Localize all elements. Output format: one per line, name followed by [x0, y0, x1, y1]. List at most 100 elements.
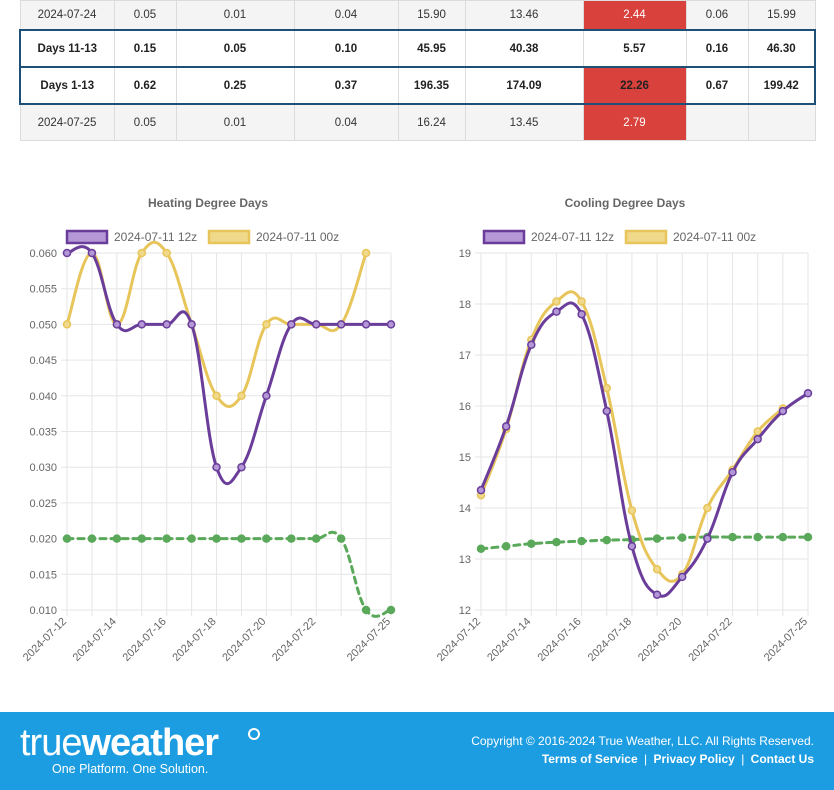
data-point — [361, 320, 371, 329]
x-tick-label: 2024-07-18 — [170, 616, 218, 664]
table-cell: 0.10 — [293, 29, 399, 68]
table-cell: 16.24 — [397, 103, 466, 141]
data-point — [311, 534, 321, 543]
data-point — [87, 534, 97, 543]
data-point — [602, 383, 612, 393]
table-cell: 0.15 — [113, 29, 177, 68]
data-point — [703, 534, 712, 543]
y-tick-label: 0.015 — [29, 569, 57, 581]
table-cell: 174.09 — [464, 66, 584, 105]
table-cell — [747, 103, 816, 141]
x-tick-label: 2024-07-22 — [686, 616, 734, 664]
table-cell: 196.35 — [397, 66, 466, 105]
privacy-policy-link[interactable]: Privacy Policy — [653, 752, 735, 766]
x-tick-label: 2024-07-16 — [121, 616, 169, 664]
table-cell: 15.90 — [397, 0, 466, 31]
x-tick-label: 2024-07-20 — [220, 616, 268, 664]
data-point — [386, 605, 396, 615]
data-point — [187, 320, 196, 329]
data-point — [552, 307, 561, 316]
table-cell: 0.01 — [175, 103, 295, 141]
y-tick-label: 0.060 — [29, 248, 57, 260]
table-cell: 0.05 — [113, 103, 177, 141]
data-point — [778, 406, 788, 416]
data-point — [652, 534, 662, 543]
table-cell: 0.04 — [293, 103, 399, 141]
data-point — [627, 542, 637, 551]
table-cell: 2.79 — [582, 103, 687, 141]
data-point — [476, 544, 486, 554]
terms-of-service-link[interactable]: Terms of Service — [541, 752, 638, 766]
table-row: 2024-07-25 0.05 0.01 0.04 16.24 13.45 2.79 — [19, 103, 816, 141]
table-cell: 0.62 — [113, 66, 177, 105]
y-tick-label: 16 — [459, 401, 471, 413]
data-point — [62, 248, 72, 258]
table-cell: 46.30 — [747, 29, 816, 68]
data-point — [162, 320, 171, 329]
data-point — [311, 320, 321, 329]
data-point — [237, 391, 246, 401]
table-cell: 0.37 — [293, 66, 399, 105]
data-point — [212, 391, 221, 401]
table-cell: 0.01 — [175, 0, 295, 31]
table-cell — [685, 103, 749, 141]
logo-tagline: One Platform. One Solution. — [52, 762, 209, 776]
x-tick-label: 2024-07-14 — [71, 616, 119, 664]
degree-symbol-icon — [248, 728, 260, 740]
data-point — [778, 532, 788, 542]
table-cell: 0.06 — [685, 0, 749, 31]
data-point — [262, 534, 271, 543]
data-point — [262, 391, 271, 401]
y-tick-label: 12 — [459, 605, 471, 617]
data-point — [187, 534, 196, 543]
y-tick-label: 13 — [459, 554, 471, 566]
data-point — [803, 532, 813, 542]
x-tick-label: 2024-07-20 — [636, 616, 684, 664]
table-row-label: 2024-07-24 — [19, 0, 115, 31]
data-point — [501, 422, 511, 431]
degree-days-table-container: 2024-07-24 0.05 0.01 0.04 15.90 13.46 2.44 0.06… — [19, 0, 816, 141]
table-cell: 45.95 — [397, 29, 466, 68]
x-tick-label: 2024-07-22 — [270, 616, 318, 664]
data-point — [112, 320, 122, 329]
data-point — [87, 248, 97, 258]
logo-wordmark: trueweather — [20, 722, 219, 764]
data-point — [803, 389, 813, 398]
y-tick-label: 0.035 — [29, 427, 57, 439]
data-point — [137, 534, 147, 543]
legend-swatch — [207, 229, 251, 245]
data-point — [552, 297, 561, 306]
contact-us-link[interactable]: Contact Us — [750, 752, 814, 766]
data-point — [728, 468, 737, 477]
cooling-degree-days-chart: Cooling Degree Days 2024-07-11 12z 2024-07… — [417, 185, 834, 690]
data-point — [527, 340, 536, 350]
data-point — [728, 532, 737, 542]
data-point — [112, 534, 122, 543]
degree-days-table: 2024-07-24 0.05 0.01 0.04 15.90 13.46 2.44 0.06… — [19, 0, 816, 141]
logo-word-weather: weather — [81, 722, 219, 764]
data-point — [287, 320, 296, 329]
x-tick-label: 2024-07-12 — [435, 616, 483, 664]
x-tick-label: 2024-07-14 — [485, 616, 533, 664]
x-tick-label: 2024-07-25 — [345, 616, 393, 664]
data-point — [501, 542, 511, 551]
y-tick-label: 17 — [459, 350, 471, 362]
table-row-label: Days 11-13 — [19, 29, 115, 68]
data-point — [361, 605, 371, 615]
trueweather-logo[interactable]: trueweather One Platform. One Solution. — [20, 722, 260, 776]
series-line-purple — [65, 245, 393, 486]
data-point — [212, 534, 221, 543]
legend-label: 2024-07-11 00z — [673, 230, 756, 244]
data-point — [336, 534, 346, 543]
data-point — [476, 485, 486, 495]
data-point — [703, 503, 712, 513]
y-tick-label: 0.050 — [29, 319, 57, 331]
data-point — [577, 309, 586, 319]
table-cell: 0.16 — [685, 29, 749, 68]
y-tick-label: 0.020 — [29, 534, 57, 546]
footer-links: Terms of Service | Privacy Policy | Cont… — [542, 752, 814, 766]
chart-title: Cooling Degree Days — [565, 196, 686, 210]
data-point — [361, 248, 371, 258]
data-point — [262, 320, 271, 329]
x-tick-label: 2024-07-16 — [535, 616, 583, 664]
